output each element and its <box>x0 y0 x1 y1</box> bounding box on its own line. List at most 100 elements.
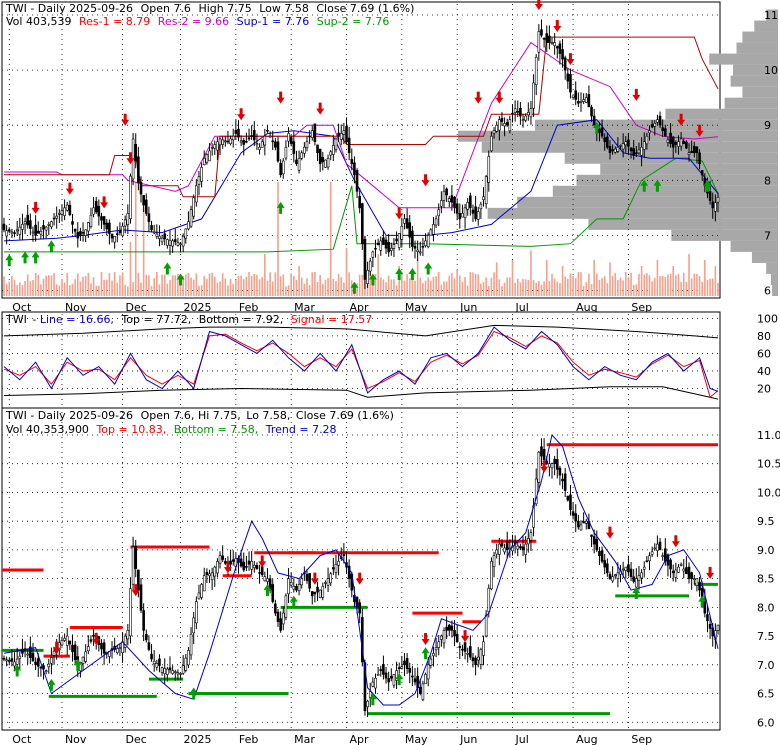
candle-body <box>158 235 161 239</box>
candle-body <box>13 661 16 667</box>
candle-body <box>366 700 369 708</box>
volume-bar <box>50 275 53 296</box>
profile-bar <box>458 130 778 142</box>
volume-bar <box>308 285 311 296</box>
volume-bar <box>553 278 556 296</box>
candle-body <box>281 160 285 175</box>
candle-body <box>250 561 253 570</box>
volume-bar <box>556 281 559 296</box>
candle-body <box>139 584 143 611</box>
volume-bar <box>688 254 690 296</box>
volume-bar <box>448 275 451 296</box>
candle-body <box>379 240 383 251</box>
osc-top-band <box>3 324 719 339</box>
candle-body <box>231 559 235 562</box>
candle-body <box>260 566 264 576</box>
candle-body <box>666 554 670 566</box>
x-tick-label: Mar <box>294 301 315 314</box>
candle-body <box>252 130 256 141</box>
volume-bar <box>116 282 119 296</box>
volume-bar <box>474 273 477 296</box>
volume-bar <box>659 276 661 296</box>
volume-bar <box>485 277 487 296</box>
candle-body <box>471 657 475 662</box>
candle-body <box>181 665 185 674</box>
volume-bar <box>516 278 519 296</box>
candle-body <box>332 567 335 570</box>
candle-body <box>260 141 264 148</box>
x-tick-label: Aug <box>576 733 597 745</box>
candle-body <box>492 555 496 567</box>
candle-body <box>60 210 64 215</box>
volume-bar <box>646 273 648 296</box>
candle-body <box>247 560 251 565</box>
candle-body <box>563 57 567 71</box>
candle-body <box>500 117 504 122</box>
candle-body <box>318 589 322 598</box>
volume-bar <box>574 278 577 296</box>
candle-body <box>292 141 296 154</box>
profile-bar <box>730 75 778 87</box>
candle-body <box>674 569 678 578</box>
volume-bar <box>530 250 532 296</box>
candle-body <box>339 133 343 140</box>
volume-bar <box>501 286 503 296</box>
candle-body <box>266 129 269 132</box>
volume-bar <box>34 273 37 296</box>
volume-bar <box>103 279 105 296</box>
candle-body <box>234 130 238 134</box>
candle-body <box>224 561 227 564</box>
volume-bar <box>682 272 685 296</box>
candle-body <box>334 563 338 573</box>
candle-body <box>118 230 122 233</box>
volume-bar <box>161 274 163 296</box>
candle-body <box>258 572 261 574</box>
candle-body <box>527 538 530 545</box>
candle-body <box>334 138 338 150</box>
candle-body <box>516 111 520 113</box>
candle-body <box>400 225 404 240</box>
candle-body <box>598 128 601 133</box>
down-arrow <box>495 91 504 104</box>
candle-body <box>395 670 398 681</box>
candle-body <box>640 572 643 579</box>
volume-bar <box>680 281 682 296</box>
candle-body <box>392 674 396 686</box>
candle-body <box>308 573 311 589</box>
candle-body <box>432 224 435 235</box>
volume-bar <box>337 273 340 296</box>
volume-bar <box>295 279 298 296</box>
volume-bar <box>137 272 140 296</box>
volume-bar <box>632 284 635 296</box>
trend-tick-label: 6.0 <box>757 716 775 729</box>
candle-body <box>13 232 16 234</box>
candle-body <box>511 112 514 115</box>
candle-body <box>68 204 72 216</box>
candle-body <box>97 205 101 217</box>
candle-body <box>408 222 412 238</box>
volume-bar <box>119 275 121 296</box>
volume-bar <box>195 273 198 296</box>
header-title: TWI - Daily 2025-09-26 <box>5 2 133 15</box>
candle-body <box>461 648 464 651</box>
candle-body <box>92 207 95 215</box>
volume-bar <box>427 277 429 296</box>
candle-body <box>671 570 675 574</box>
candle-body <box>716 624 720 631</box>
candle-body <box>458 646 462 648</box>
candle-body <box>687 152 691 155</box>
volume-bar <box>71 284 74 296</box>
candle-body <box>429 229 433 236</box>
volume-bar <box>192 279 195 296</box>
candle-body <box>376 242 380 245</box>
volume-bar <box>435 276 437 296</box>
candle-body <box>540 29 543 36</box>
candle-body <box>571 511 575 516</box>
candle-body <box>89 639 93 642</box>
candle-body <box>271 584 275 602</box>
volume-bar <box>527 279 530 296</box>
candle-body <box>574 90 578 100</box>
candle-body <box>413 245 417 249</box>
candle-body <box>129 588 132 637</box>
x-tick-label: Jul <box>514 301 528 314</box>
